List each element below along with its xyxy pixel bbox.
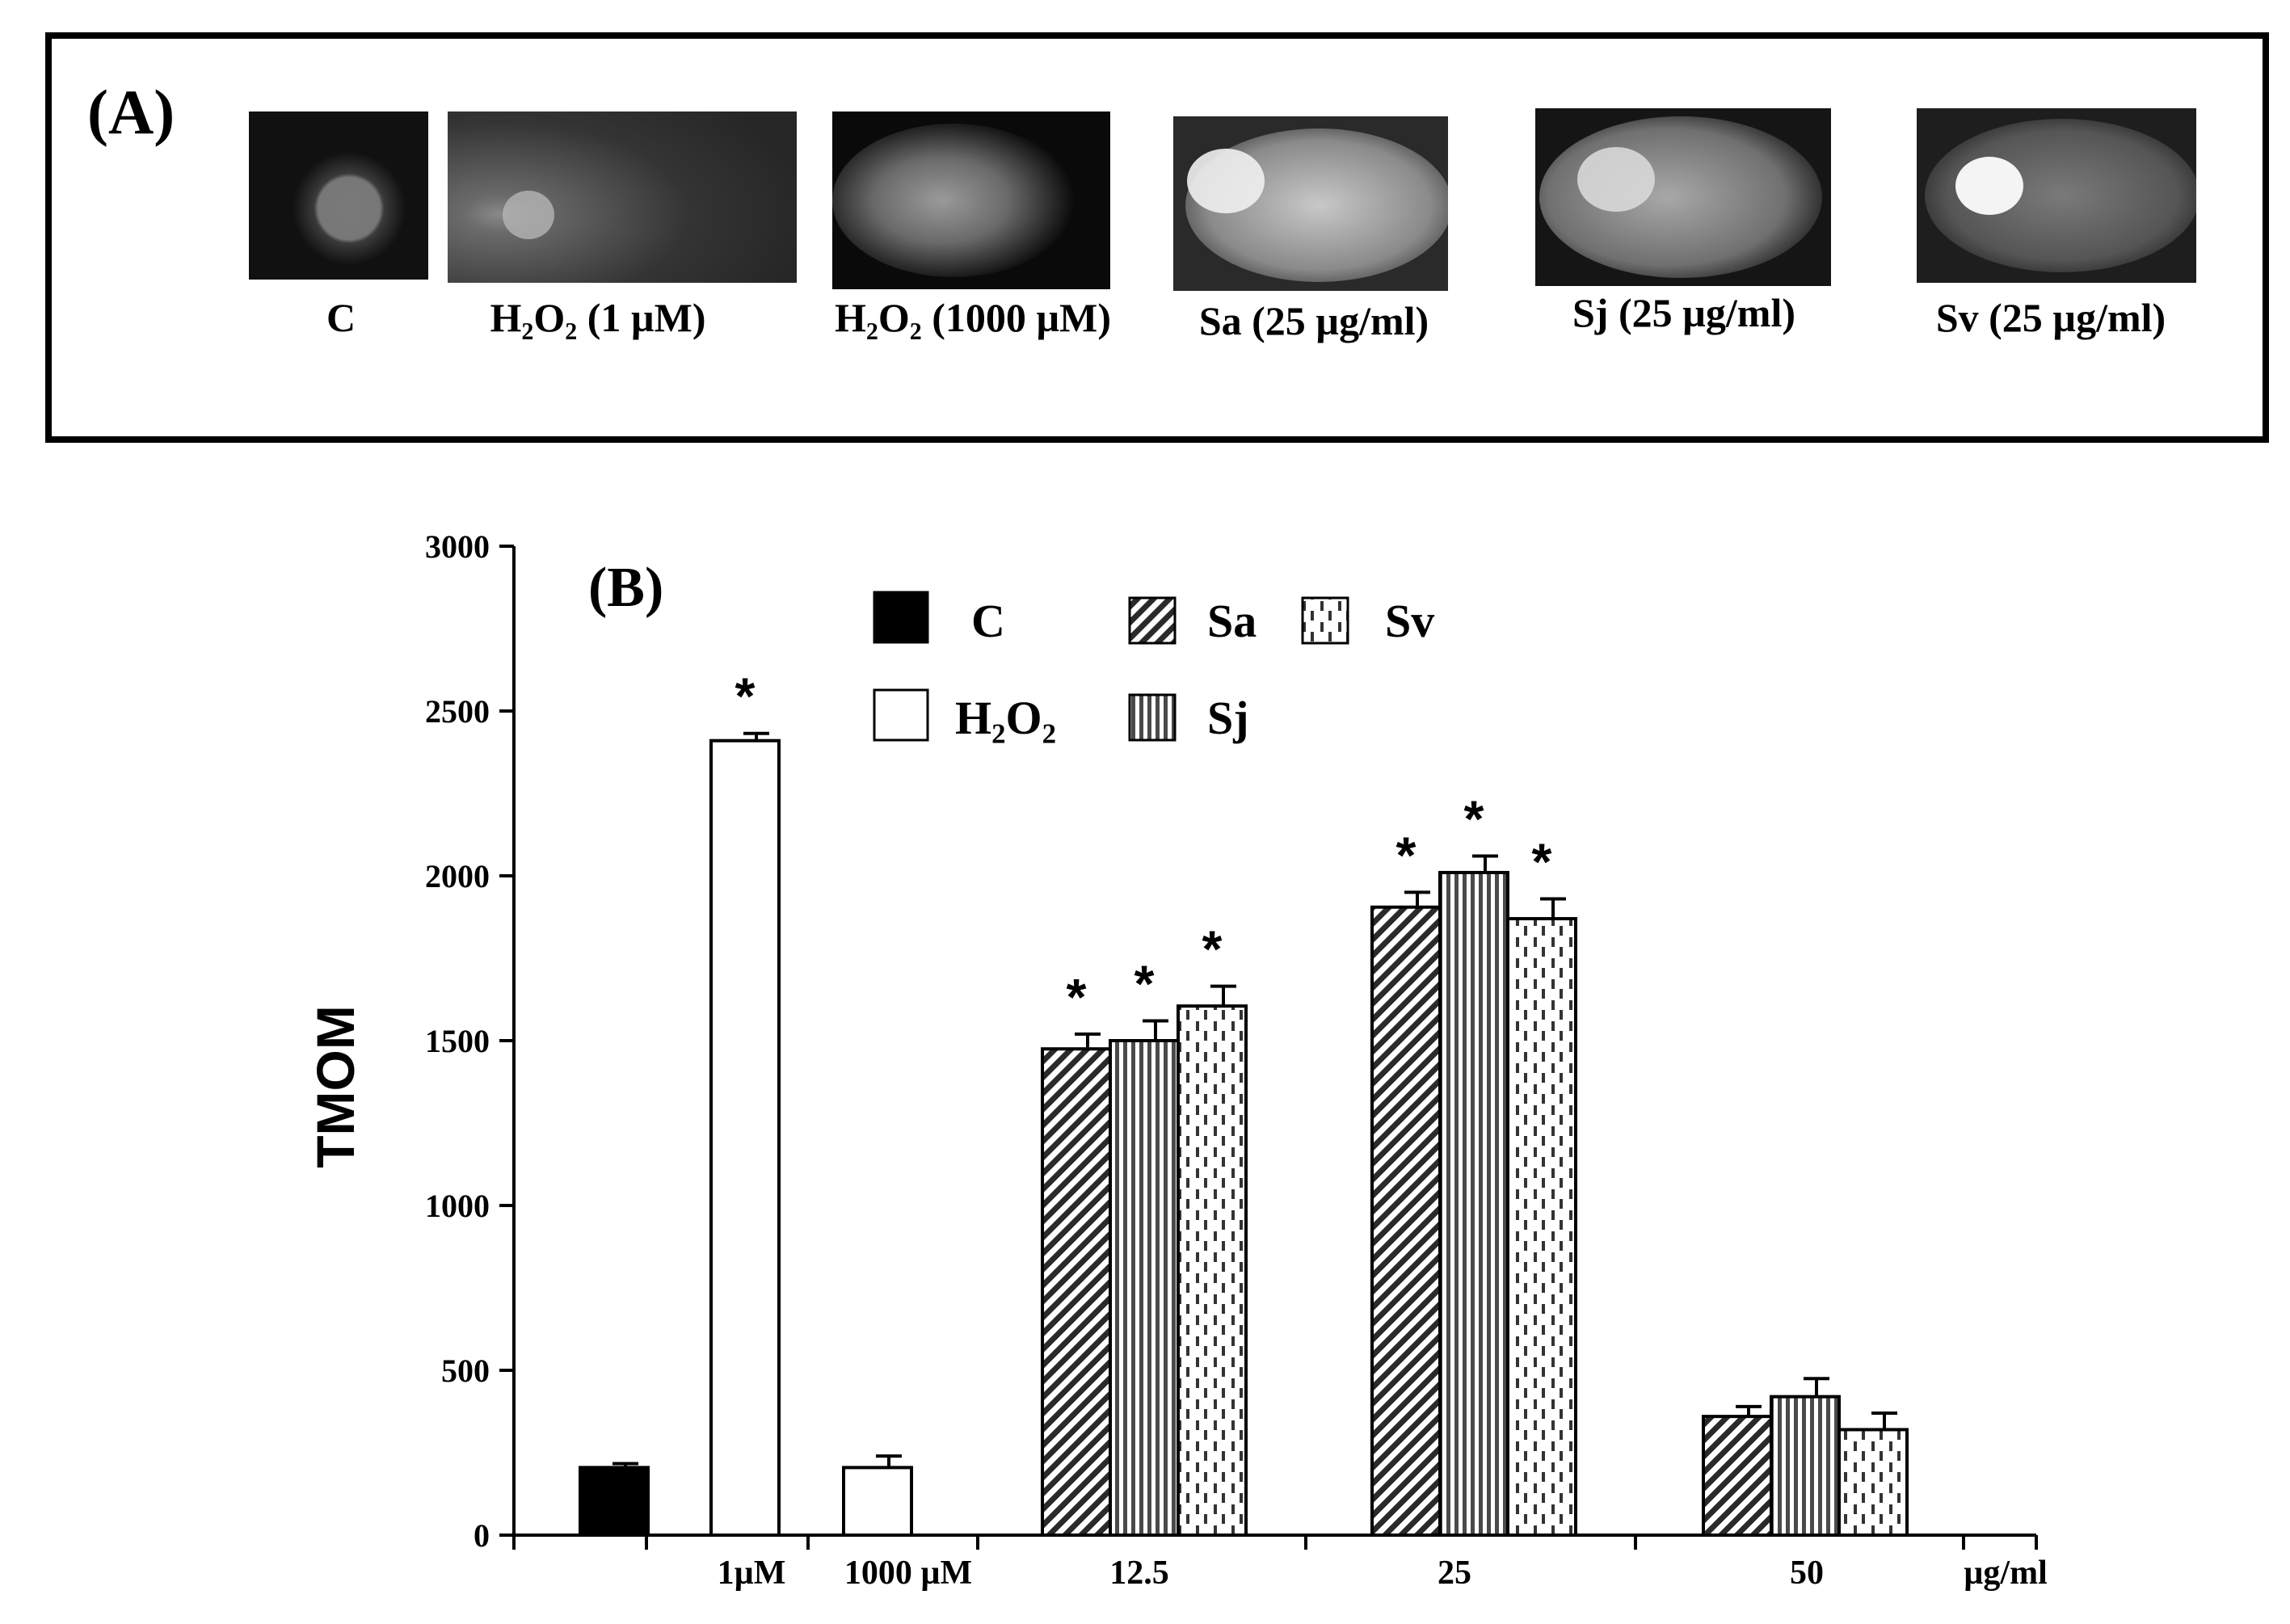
x-tick-label: 1µM xyxy=(718,1555,786,1592)
bar-sv-50 xyxy=(1837,1428,1909,1537)
legend-item-h2o2: H₂O₂ xyxy=(873,688,1056,744)
comet-image-h2o2-1um xyxy=(448,111,797,283)
y-tick-label: 3000 xyxy=(425,528,490,565)
bar-sa-50 xyxy=(1702,1415,1773,1537)
y-axis-label: TMOM xyxy=(305,1005,365,1168)
caption-h2o2-1um: H₂O₂ (1 µM) xyxy=(490,295,706,340)
significance-marker: * xyxy=(1134,955,1155,1013)
panel-b-label: (B) xyxy=(588,557,663,619)
svg-text:Sj: Sj xyxy=(1207,692,1249,744)
y-tick-label: 2000 xyxy=(425,858,490,894)
significance-marker: * xyxy=(1067,968,1087,1026)
bar-sv-12.5 xyxy=(1177,1004,1248,1537)
bar-sj-12.5 xyxy=(1109,1039,1180,1537)
comet-image-h2o2-1000um xyxy=(832,111,1110,289)
bar-sj-25 xyxy=(1438,870,1509,1537)
significance-marker: * xyxy=(735,667,756,726)
svg-text:H₂O₂: H₂O₂ xyxy=(955,692,1056,744)
x-tick-label: µg/ml xyxy=(1964,1555,2048,1592)
bars: * * * * * * * xyxy=(579,667,1909,1538)
y-tick-label: 1000 xyxy=(425,1188,490,1224)
bar-sa-25 xyxy=(1370,905,1442,1537)
x-tick-label: 12.5 xyxy=(1109,1555,1169,1592)
svg-text:C: C xyxy=(971,595,1005,647)
legend-item-sa: Sa xyxy=(1128,595,1257,647)
bar-ho-1000M xyxy=(842,1466,913,1537)
bar-sj-50 xyxy=(1770,1395,1841,1538)
bar-sv-25 xyxy=(1506,917,1577,1537)
comet-image-sv xyxy=(1917,108,2196,283)
comet-image-control xyxy=(249,111,428,280)
legend-item-sv: Sv xyxy=(1301,595,1434,647)
svg-text:Sa: Sa xyxy=(1207,595,1257,647)
comet-image-sa xyxy=(1173,116,1448,291)
legend-item-c: C xyxy=(873,591,1005,647)
svg-text:Sv: Sv xyxy=(1385,595,1434,647)
x-tick-label: 50 xyxy=(1790,1555,1824,1592)
panel-a-label: (A) xyxy=(87,77,175,147)
y-tick-label: 0 xyxy=(474,1517,490,1554)
caption-sj: Sj (25 µg/ml) xyxy=(1572,290,1796,335)
bar-sa-12.5 xyxy=(1041,1047,1112,1537)
legend-item-sj: Sj xyxy=(1128,692,1249,744)
caption-sa: Sa (25 µg/ml) xyxy=(1198,298,1429,343)
bar-ho-1M xyxy=(709,738,781,1538)
x-tick-label: 25 xyxy=(1438,1555,1471,1592)
significance-marker: * xyxy=(1396,826,1417,884)
caption-h2o2-1000um: H₂O₂ (1000 µM) xyxy=(834,295,1112,340)
comet-image-sj xyxy=(1535,108,1831,286)
significance-marker: * xyxy=(1532,833,1552,891)
bar-chart: (B) TMOM 0 500 1000 1500 2000 2500 3000 1µM 1000… xyxy=(305,528,2048,1592)
caption-control: C xyxy=(326,295,356,340)
significance-marker: * xyxy=(1202,920,1223,978)
x-tick-label: 1000 µM xyxy=(844,1555,972,1592)
legend: C H₂O₂ Sa Sv Sj xyxy=(873,591,1434,744)
significance-marker: * xyxy=(1464,790,1484,848)
bar-c-control xyxy=(579,1466,650,1537)
caption-sv: Sv (25 µg/ml) xyxy=(1935,295,2166,340)
y-tick-label: 1500 xyxy=(425,1023,490,1059)
y-tick-label: 2500 xyxy=(425,693,490,730)
panel-a-frame: (A) xyxy=(45,32,2269,443)
y-tick-label: 500 xyxy=(441,1353,490,1389)
